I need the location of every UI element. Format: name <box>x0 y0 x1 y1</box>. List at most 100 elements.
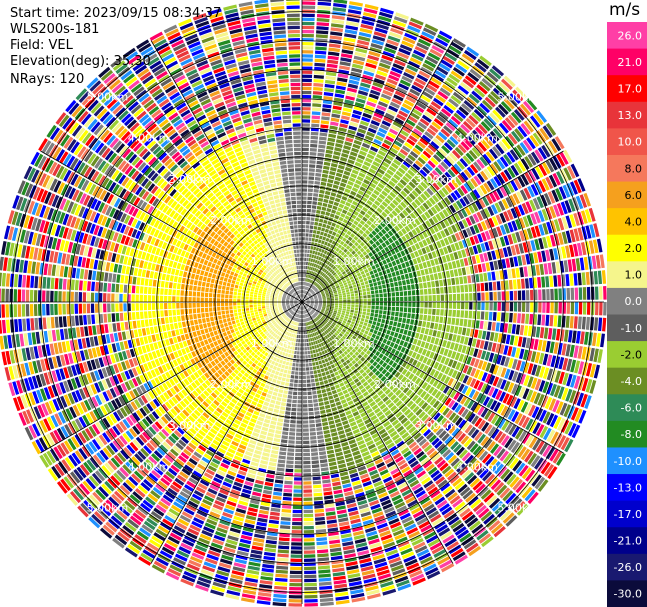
velocity-cell <box>280 406 286 411</box>
velocity-cell <box>465 328 471 337</box>
velocity-cell <box>331 109 342 115</box>
velocity-cell <box>381 190 388 197</box>
velocity-cell <box>363 179 371 185</box>
velocity-cell <box>259 463 268 469</box>
velocity-cell <box>326 261 331 266</box>
velocity-cell <box>316 30 329 35</box>
velocity-cell <box>441 174 450 183</box>
velocity-cell <box>417 156 426 165</box>
velocity-cell <box>369 328 374 333</box>
velocity-cell <box>439 87 451 97</box>
velocity-cell <box>347 299 351 302</box>
velocity-cell <box>349 121 359 128</box>
velocity-cell <box>489 192 497 203</box>
velocity-cell <box>417 276 423 283</box>
velocity-cell <box>309 275 312 279</box>
velocity-cell <box>323 250 328 255</box>
velocity-cell <box>315 278 319 282</box>
velocity-cell <box>438 189 446 198</box>
velocity-cell <box>291 407 297 412</box>
velocity-cell <box>341 288 345 292</box>
velocity-cell <box>491 65 505 77</box>
velocity-cell <box>263 485 273 491</box>
velocity-cell <box>428 244 435 252</box>
velocity-cell <box>302 54 314 58</box>
velocity-cell <box>493 161 502 172</box>
velocity-cell <box>399 340 405 346</box>
velocity-cell <box>409 278 415 284</box>
velocity-cell <box>366 291 371 295</box>
velocity-cell <box>340 53 353 59</box>
velocity-cell <box>364 330 369 335</box>
velocity-cell <box>410 319 415 325</box>
velocity-cell <box>461 239 468 248</box>
velocity-cell <box>256 521 267 527</box>
velocity-cell <box>489 261 495 271</box>
velocity-cell <box>305 297 309 300</box>
velocity-cell <box>329 292 334 295</box>
velocity-cell <box>428 197 436 206</box>
velocity-cell <box>312 292 316 295</box>
velocity-cell <box>344 215 351 221</box>
velocity-cell <box>302 103 311 107</box>
velocity-cell <box>311 291 315 295</box>
velocity-cell <box>344 166 352 173</box>
velocity-cell <box>318 193 324 198</box>
velocity-cell <box>304 558 316 562</box>
velocity-cell <box>316 205 322 210</box>
velocity-cell <box>271 416 278 422</box>
velocity-cell <box>273 387 279 393</box>
velocity-cell <box>339 275 344 280</box>
velocity-cell <box>259 505 270 511</box>
velocity-cell <box>443 237 450 246</box>
velocity-cell <box>480 221 488 231</box>
velocity-cell <box>345 256 350 261</box>
velocity-cell <box>527 169 537 182</box>
velocity-cell <box>357 35 371 42</box>
velocity-cell <box>375 305 379 310</box>
velocity-cell <box>460 81 472 92</box>
velocity-cell <box>370 312 375 317</box>
velocity-cell <box>384 172 392 180</box>
velocity-cell <box>345 268 350 273</box>
velocity-cell <box>450 166 459 176</box>
velocity-cell <box>315 516 325 521</box>
velocity-cell <box>347 368 353 374</box>
velocity-cell <box>310 297 314 300</box>
velocity-cell <box>317 435 324 440</box>
velocity-cell <box>512 313 517 323</box>
velocity-cell <box>351 223 357 229</box>
velocity-cell <box>267 377 273 382</box>
velocity-cell <box>385 154 394 162</box>
velocity-cell <box>321 293 325 296</box>
velocity-cell <box>599 302 603 316</box>
velocity-cell <box>404 302 408 307</box>
velocity-cell <box>302 261 304 265</box>
velocity-cell <box>420 295 424 302</box>
velocity-cell <box>330 473 340 479</box>
velocity-cell <box>361 314 366 319</box>
velocity-cell <box>361 256 367 262</box>
velocity-cell <box>411 237 418 244</box>
velocity-cell <box>316 390 322 395</box>
velocity-cell <box>354 161 363 168</box>
velocity-cell <box>335 85 346 91</box>
velocity-cell <box>313 87 323 92</box>
velocity-cell <box>395 296 400 302</box>
velocity-cell <box>311 280 314 284</box>
velocity-cell <box>510 111 522 124</box>
velocity-cell <box>334 281 338 285</box>
velocity-cell <box>315 264 319 268</box>
velocity-cell <box>407 223 414 230</box>
velocity-cell <box>302 172 308 176</box>
velocity-cell <box>316 365 320 370</box>
velocity-cell <box>316 260 320 265</box>
velocity-cell <box>530 183 539 196</box>
velocity-cell <box>365 175 373 182</box>
velocity-cell <box>400 201 407 209</box>
velocity-cell <box>363 139 372 145</box>
velocity-cell <box>263 555 276 561</box>
velocity-cell <box>414 160 424 168</box>
velocity-cell <box>357 354 363 359</box>
velocity-cell <box>370 89 381 96</box>
